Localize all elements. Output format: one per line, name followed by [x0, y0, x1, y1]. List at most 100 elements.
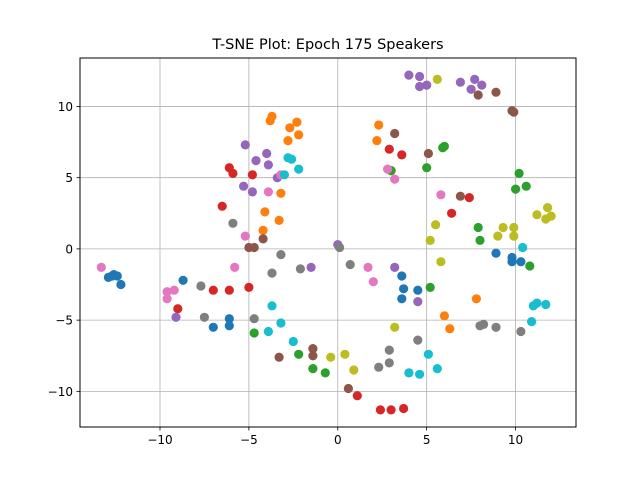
data-point: [475, 235, 485, 245]
data-point: [274, 215, 284, 225]
data-point: [509, 222, 519, 233]
x-tick-label: 5: [423, 433, 431, 447]
data-point: [224, 285, 234, 295]
data-point: [525, 261, 535, 271]
data-point: [294, 130, 304, 140]
data-point: [384, 358, 394, 368]
data-point: [249, 314, 259, 324]
y-tick-label: −5: [55, 314, 73, 328]
data-point: [249, 328, 259, 338]
data-point: [228, 168, 238, 178]
data-point: [455, 191, 465, 201]
data-point: [397, 294, 407, 304]
chart-title: T-SNE Plot: Epoch 175 Speakers: [211, 37, 443, 53]
data-point: [244, 282, 254, 292]
data-point: [399, 284, 409, 294]
x-tick-label: −10: [147, 433, 172, 447]
plot-frame: [79, 57, 577, 428]
data-point: [178, 275, 188, 285]
data-point: [274, 352, 284, 362]
data-point: [208, 322, 218, 332]
data-point: [240, 231, 250, 241]
data-point: [247, 170, 257, 180]
data-point: [320, 368, 330, 378]
data-point: [509, 107, 519, 117]
data-point: [514, 168, 524, 178]
data-point: [162, 287, 172, 297]
data-point: [267, 301, 277, 311]
data-point: [224, 314, 234, 324]
data-point: [384, 144, 394, 154]
data-point: [199, 312, 209, 322]
data-point: [263, 326, 273, 337]
data-point: [422, 80, 432, 90]
data-point: [384, 345, 394, 355]
data-point: [263, 187, 273, 197]
data-point: [507, 257, 517, 267]
y-tick-label: −10: [48, 385, 73, 399]
data-point: [390, 262, 400, 272]
grid-lines: [80, 58, 576, 427]
data-point: [521, 181, 531, 191]
data-point: [527, 317, 537, 327]
data-point: [171, 312, 181, 322]
y-tick-label: 0: [65, 242, 73, 256]
data-point: [103, 272, 113, 282]
data-point: [283, 136, 293, 146]
data-point: [267, 268, 277, 278]
data-point: [247, 187, 257, 197]
data-point: [413, 335, 423, 345]
data-point: [422, 163, 432, 173]
x-tick-label: 10: [508, 433, 523, 447]
data-point: [224, 321, 234, 331]
data-point: [292, 117, 302, 127]
data-point: [249, 242, 259, 253]
data-point: [415, 71, 425, 82]
data-point: [276, 188, 286, 198]
speaker-series-8: [196, 218, 526, 372]
data-point: [431, 220, 441, 230]
data-point: [288, 336, 298, 347]
data-point: [397, 271, 407, 281]
data-point: [445, 324, 455, 334]
data-point: [532, 210, 542, 220]
data-point: [415, 369, 425, 379]
data-point: [173, 304, 183, 314]
data-point: [477, 80, 487, 90]
data-point: [399, 403, 409, 414]
data-point: [343, 383, 353, 394]
data-point: [532, 298, 542, 308]
data-point: [425, 282, 435, 292]
data-point: [306, 262, 316, 272]
data-point: [436, 257, 446, 267]
speaker-series-2: [258, 111, 481, 334]
y-axis-ticks: −10 −5 0 5 10: [48, 100, 80, 399]
data-point: [217, 201, 227, 211]
data-point: [425, 235, 435, 245]
data-point: [509, 231, 519, 241]
data-point: [470, 74, 480, 84]
data-point: [439, 141, 449, 151]
y-tick-label: 10: [58, 100, 73, 114]
data-point: [208, 285, 218, 295]
data-point: [375, 405, 385, 415]
data-point: [455, 77, 465, 87]
data-point: [374, 362, 384, 372]
data-point: [335, 242, 345, 253]
data-point: [308, 351, 318, 361]
speaker-series-6: [244, 87, 519, 394]
data-point: [404, 368, 414, 378]
data-point: [279, 170, 289, 180]
data-point: [349, 365, 359, 375]
data-point: [432, 74, 442, 84]
data-point: [276, 250, 286, 260]
data-point: [239, 181, 249, 191]
speaker-series-1: [103, 248, 526, 332]
data-point: [345, 260, 355, 270]
data-point: [285, 123, 295, 133]
data-point: [493, 231, 503, 241]
data-point: [498, 222, 508, 233]
data-point: [240, 140, 250, 150]
data-point: [390, 128, 400, 139]
